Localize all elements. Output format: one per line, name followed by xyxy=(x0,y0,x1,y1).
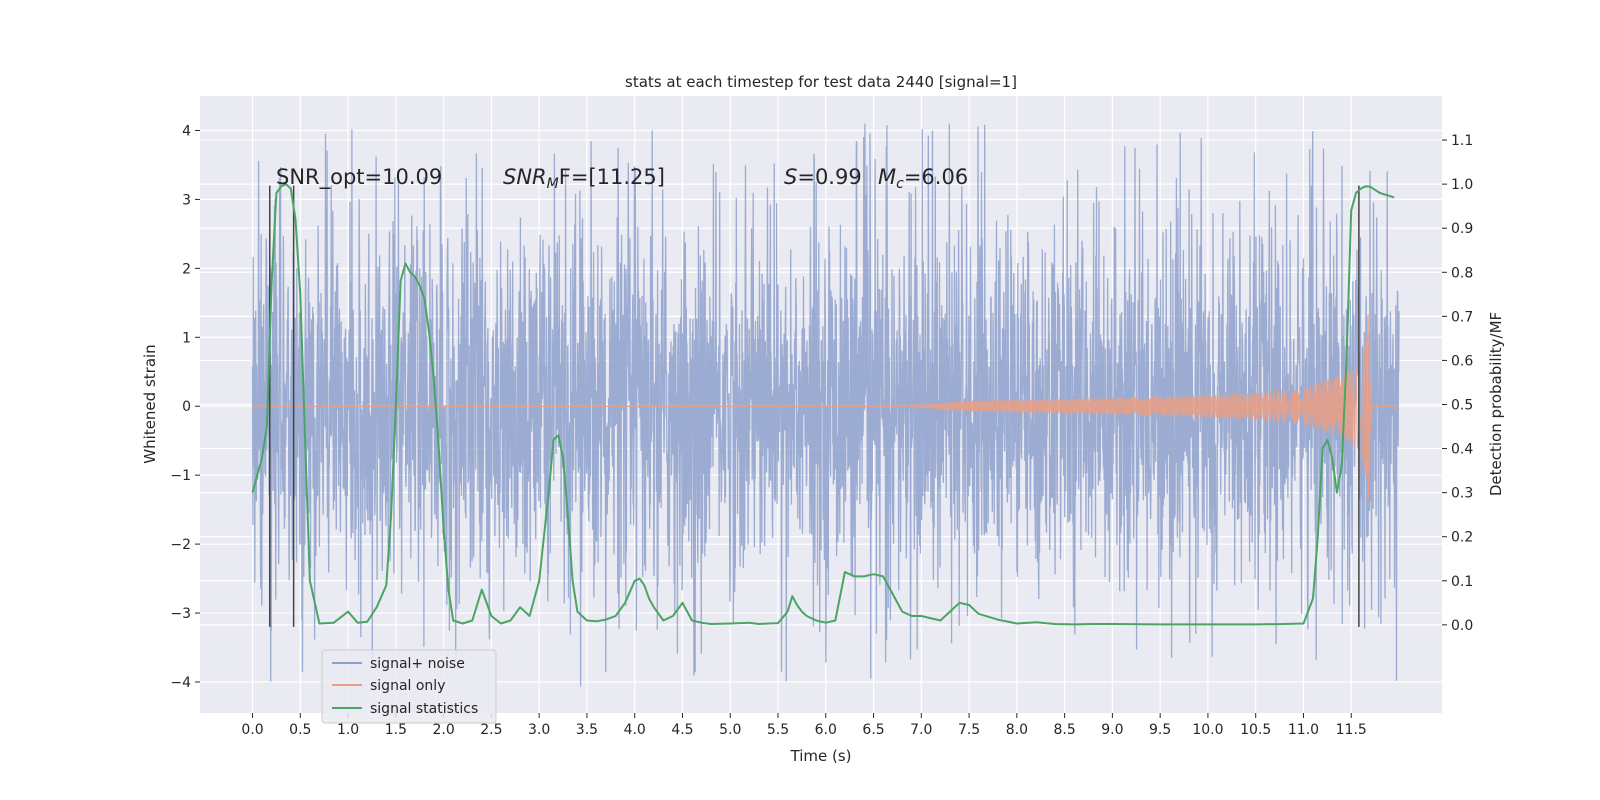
y-right-tick-label: 0.4 xyxy=(1451,442,1473,458)
x-tick-label: 1.0 xyxy=(337,722,359,738)
annotation-snr-opt: SNR_opt=10.09 xyxy=(276,165,442,190)
annotation-mc: Mc=6.06 xyxy=(878,165,968,192)
mc-subscript: c xyxy=(896,176,904,192)
x-tick-label: 5.0 xyxy=(719,722,741,738)
signal-trace xyxy=(902,314,1373,500)
snr-mf-value: F=[11.25] xyxy=(559,165,665,189)
mc-value: =6.06 xyxy=(904,165,968,189)
y-right-tick-label: 1.1 xyxy=(1451,133,1473,149)
x-tick-label: 10.0 xyxy=(1192,722,1223,738)
x-tick-label: 3.0 xyxy=(528,722,550,738)
annotation-snr-mf: SNRMF=[11.25] xyxy=(503,165,665,192)
axes: 0.0 0.5 1.0 1.5 2.0 2.5 3.0 3.5 4.0 4.5 5.0 5.5 6.0 6… xyxy=(170,123,1473,738)
legend-box xyxy=(321,649,497,724)
y-tick-label: −2 xyxy=(170,537,191,553)
y-tick-label: 3 xyxy=(182,192,191,208)
y-right-tick-label: 0.2 xyxy=(1451,530,1473,546)
y-right-tick-label: 0.1 xyxy=(1451,574,1473,590)
y-right-tick-label: 0.8 xyxy=(1451,265,1473,281)
y-tick-label: 2 xyxy=(182,261,191,277)
x-tick-label: 6.5 xyxy=(862,722,884,738)
y-tick-label: −3 xyxy=(170,606,191,622)
x-tick-label: 2.5 xyxy=(480,722,502,738)
y-axis-label: Whitened strain xyxy=(141,344,159,463)
y-tick-label: 0 xyxy=(182,399,191,415)
annotation-s: S=0.99 xyxy=(784,165,862,189)
x-tick-label: 4.0 xyxy=(624,722,646,738)
y-tick-label: −1 xyxy=(170,468,191,484)
x-tick-label: 7.5 xyxy=(958,722,980,738)
legend: signal+ noise signal only signal statist… xyxy=(321,649,497,724)
y-right-tick-label: 1.0 xyxy=(1451,177,1473,193)
x-tick-label: 11.5 xyxy=(1336,722,1367,738)
signal-series xyxy=(252,314,1400,500)
y-right-tick-label: 0.9 xyxy=(1451,221,1473,237)
x-tick-label: 2.0 xyxy=(432,722,454,738)
x-tick-label: 3.5 xyxy=(576,722,598,738)
x-tick-label: 11.0 xyxy=(1288,722,1319,738)
stats-trace xyxy=(251,183,1395,626)
x-tick-label: 1.5 xyxy=(385,722,407,738)
y-right-tick-label: 0.7 xyxy=(1451,309,1473,325)
x-tick-label: 8.5 xyxy=(1053,722,1075,738)
x-tick-label: 9.5 xyxy=(1149,722,1171,738)
y-right-tick-label: 0.0 xyxy=(1451,618,1473,634)
s-label: S xyxy=(784,165,797,189)
y-tick-label: 4 xyxy=(182,123,191,139)
x-tick-label: 6.0 xyxy=(815,722,837,738)
x-tick-label: 0.0 xyxy=(241,722,263,738)
x-tick-label: 9.0 xyxy=(1101,722,1123,738)
y-axis-right-label: Detection probability/MF xyxy=(1487,312,1505,496)
snr-mf-subscript: M xyxy=(547,176,559,192)
x-tick-label: 5.5 xyxy=(767,722,789,738)
mc-base: M xyxy=(878,165,896,189)
legend-label-noise: signal+ noise xyxy=(370,656,465,672)
y-right-tick-label: 0.3 xyxy=(1451,486,1473,502)
y-right-tick-label: 0.5 xyxy=(1451,398,1473,414)
x-tick-label: 7.0 xyxy=(910,722,932,738)
s-value: =0.99 xyxy=(797,165,861,189)
legend-label-stats: signal statistics xyxy=(370,701,478,717)
vertical-markers xyxy=(268,185,1360,627)
x-tick-label: 10.5 xyxy=(1240,722,1271,738)
x-tick-label: 0.5 xyxy=(289,722,311,738)
legend-label-signal: signal only xyxy=(370,678,445,694)
y-right-tick-label: 0.6 xyxy=(1451,353,1473,369)
y-tick-label: −4 xyxy=(170,675,191,691)
x-axis-label: Time (s) xyxy=(790,747,852,765)
x-tick-label: 8.0 xyxy=(1006,722,1028,738)
chart-title: stats at each timestep for test data 244… xyxy=(625,73,1017,91)
y-tick-label: 1 xyxy=(182,330,191,346)
stats-series xyxy=(251,183,1395,626)
snr-mf-base: SNR xyxy=(503,165,547,189)
x-tick-label: 4.5 xyxy=(671,722,693,738)
